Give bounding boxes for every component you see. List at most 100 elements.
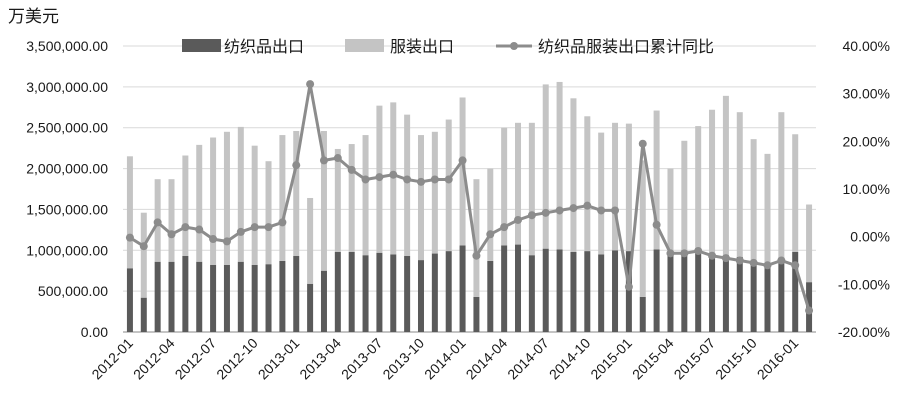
bar-textile <box>417 260 424 332</box>
bar-textile <box>459 245 466 332</box>
y-right-tick-label: 20.00% <box>843 133 890 149</box>
bar-apparel <box>168 179 175 262</box>
point-yoy <box>500 223 509 232</box>
bar-apparel <box>265 161 272 265</box>
x-tick-label: 2015-07 <box>671 335 719 383</box>
bar-textile <box>279 260 286 332</box>
bars <box>126 81 813 332</box>
bar-apparel <box>320 130 327 271</box>
y-right-tick-label: 10.00% <box>843 181 890 197</box>
point-yoy <box>333 154 342 163</box>
x-tick-label: 2015-01 <box>587 335 635 383</box>
bar-apparel <box>251 145 258 265</box>
point-yoy <box>638 139 647 148</box>
y-right-tick-label: 40.00% <box>843 38 890 54</box>
bar-apparel <box>764 153 771 268</box>
point-yoy <box>430 175 439 184</box>
bar-textile <box>667 253 674 332</box>
bar-textile <box>598 254 605 332</box>
y-left-tick-label: 1,000,000.00 <box>26 242 108 258</box>
bar-apparel <box>487 168 494 261</box>
bar-textile <box>612 250 619 332</box>
point-yoy <box>361 175 370 184</box>
bar-apparel <box>293 130 300 257</box>
bar-textile <box>556 249 563 332</box>
point-yoy <box>264 223 273 232</box>
point-yoy <box>527 211 536 220</box>
x-tick-label: 2013-01 <box>255 335 303 383</box>
line-series <box>125 80 814 315</box>
point-yoy <box>735 256 744 265</box>
bar-textile <box>722 255 729 332</box>
bar-textile <box>764 267 771 332</box>
bar-textile <box>445 251 452 332</box>
right-axis-ticks: -20.00% -10.00% 0.00% 10.00% 20.00% 30.00% 40.… <box>838 38 890 340</box>
y-right-tick-label: -10.00% <box>838 276 890 292</box>
x-axis-ticks: 2012-012012-042012-072012-102013-012013-… <box>88 335 801 383</box>
x-tick-label: 2012-04 <box>130 335 178 383</box>
bar-textile <box>473 296 480 332</box>
legend-label-yoy: 纺织品服装出口累计同比 <box>538 37 714 56</box>
x-tick-label: 2014-04 <box>463 335 511 383</box>
bar-textile <box>778 261 785 332</box>
bar-apparel <box>182 155 189 257</box>
bar-textile <box>709 255 716 332</box>
bar-apparel <box>722 95 729 256</box>
bar-textile <box>334 251 341 332</box>
y-right-tick-label: 0.00% <box>850 229 890 245</box>
x-tick-label: 2013-07 <box>338 335 386 383</box>
bar-textile <box>362 255 369 332</box>
bar-textile <box>223 264 230 332</box>
point-yoy <box>416 177 425 186</box>
point-yoy <box>444 175 453 184</box>
bar-apparel <box>417 135 424 261</box>
y-left-tick-label: 0.00 <box>81 324 108 340</box>
bar-apparel <box>778 112 785 262</box>
y-unit-label: 万美元 <box>8 7 59 27</box>
bar-textile <box>320 270 327 332</box>
point-yoy <box>624 282 633 291</box>
point-yoy <box>680 249 689 258</box>
legend-swatch-apparel <box>345 39 384 52</box>
bar-textile <box>750 260 757 332</box>
legend-label-textile: 纺织品出口 <box>224 37 304 56</box>
point-yoy <box>195 225 204 234</box>
bar-textile <box>625 251 632 332</box>
bar-textile <box>736 256 743 332</box>
point-yoy <box>486 230 495 239</box>
point-yoy <box>278 218 287 227</box>
point-yoy <box>805 306 814 315</box>
point-yoy <box>167 230 176 239</box>
y-left-tick-label: 2,000,000.00 <box>26 161 108 177</box>
point-yoy <box>292 161 301 170</box>
bar-apparel <box>681 140 688 251</box>
x-tick-label: 2012-01 <box>88 335 136 383</box>
legend-marker-yoy <box>510 42 518 50</box>
bar-apparel <box>334 148 341 252</box>
bar-apparel <box>126 156 133 269</box>
bar-textile <box>376 252 383 332</box>
bar-textile <box>584 251 591 332</box>
x-tick-label: 2015-04 <box>629 335 677 383</box>
point-yoy <box>555 206 564 215</box>
bar-textile <box>265 264 272 332</box>
x-tick-label: 2015-10 <box>712 335 760 383</box>
bar-textile <box>653 249 660 332</box>
x-tick-label: 2014-01 <box>421 335 469 383</box>
point-yoy <box>597 206 606 215</box>
bar-apparel <box>653 110 660 250</box>
x-tick-label: 2012-10 <box>213 335 261 383</box>
bar-textile <box>168 261 175 332</box>
x-tick-label: 2016-01 <box>754 335 802 383</box>
bar-textile <box>528 255 535 332</box>
bar-apparel <box>223 131 230 265</box>
bar-apparel <box>570 98 577 252</box>
bar-apparel <box>404 114 411 257</box>
bar-textile <box>251 264 258 332</box>
bar-textile <box>542 248 549 332</box>
bar-textile <box>695 251 702 332</box>
bar-apparel <box>584 116 591 252</box>
point-yoy <box>763 261 772 270</box>
legend-swatch-textile <box>182 39 221 52</box>
bar-apparel <box>598 132 605 255</box>
